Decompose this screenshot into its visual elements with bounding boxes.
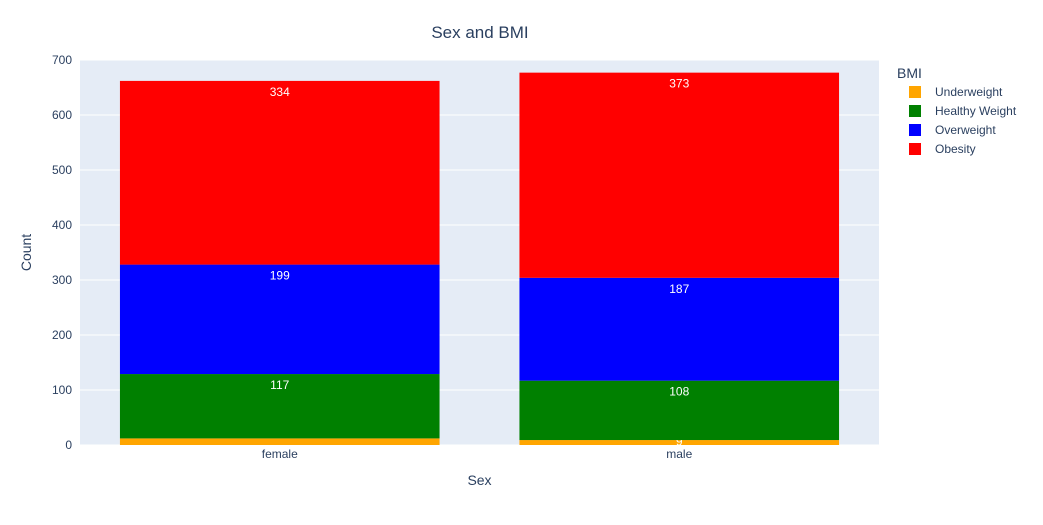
bar-underweight-male [519, 440, 840, 445]
x-tick-label: male [666, 447, 692, 461]
y-tick-label: 400 [52, 218, 72, 232]
legend-label: Healthy Weight [935, 104, 1017, 118]
bar-obesity-female [119, 80, 440, 265]
bars: 117 199 334 9 108 187 373 [119, 72, 840, 449]
y-tick-label: 300 [52, 273, 72, 287]
bar-value-label: 334 [270, 85, 290, 99]
x-axis-title: Sex [467, 472, 491, 488]
y-tick-label: 100 [52, 383, 72, 397]
bar-overweight-female [119, 264, 440, 375]
bar-overweight-male [519, 277, 840, 381]
legend-label: Underweight [935, 85, 1003, 99]
y-tick-label: 700 [52, 53, 72, 67]
bar-value-label: 108 [669, 385, 689, 399]
legend-swatch-obesity [909, 143, 921, 155]
legend: BMI Underweight Healthy Weight Overweight O… [897, 65, 1017, 156]
bar-value-label: 373 [669, 77, 689, 91]
y-axis-ticks: 0 100 200 300 400 500 600 700 [52, 53, 72, 452]
x-axis-ticks: female male [262, 447, 693, 461]
bar-obesity-male [519, 72, 840, 278]
y-tick-label: 500 [52, 163, 72, 177]
y-tick-label: 200 [52, 328, 72, 342]
y-tick-label: 600 [52, 108, 72, 122]
chart-title: Sex and BMI [431, 23, 528, 42]
bar-underweight-female [119, 438, 440, 445]
bar-value-label: 187 [669, 282, 689, 296]
bar-healthy-weight-male [519, 380, 840, 441]
bar-value-label: 117 [270, 378, 289, 392]
y-axis-title: Count [18, 234, 34, 271]
bar-value-label: 9 [676, 435, 683, 449]
legend-label: Obesity [935, 142, 976, 156]
legend-swatch-underweight [909, 86, 921, 98]
legend-swatch-healthy-weight [909, 105, 921, 117]
bar-healthy-weight-female [119, 374, 440, 439]
legend-label: Overweight [935, 123, 996, 137]
bar-value-label: 199 [270, 269, 290, 283]
legend-title: BMI [897, 65, 922, 81]
y-tick-label: 0 [65, 438, 72, 452]
x-tick-label: female [262, 447, 298, 461]
legend-swatch-overweight [909, 124, 921, 136]
